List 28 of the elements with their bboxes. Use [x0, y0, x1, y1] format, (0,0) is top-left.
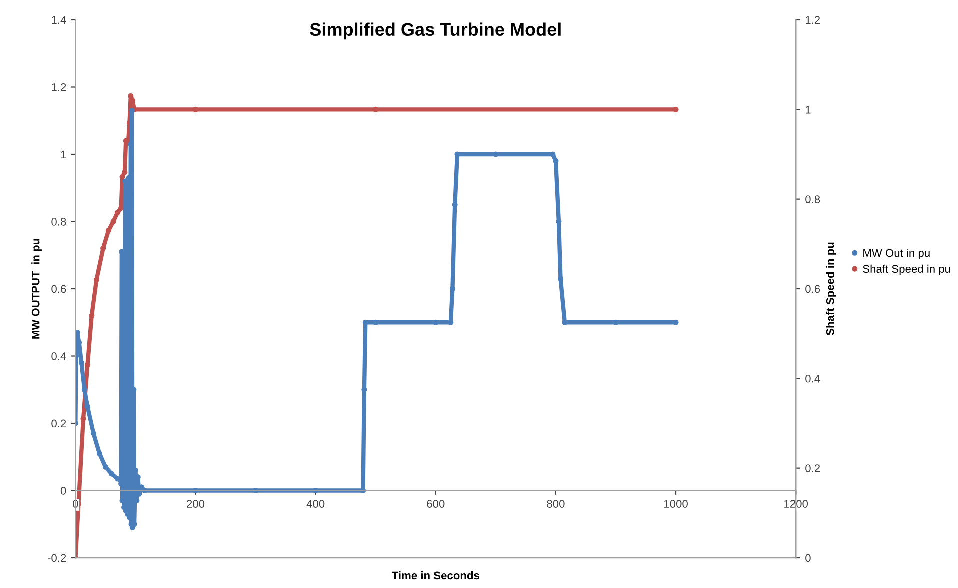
y2-axis-title: Shaft Speed in pu	[826, 242, 836, 336]
chart-title: Simplified Gas Turbine Model	[310, 22, 561, 40]
y2-tick-label: 0.6	[806, 285, 820, 294]
y-tick-label: 1.4	[52, 16, 66, 24]
x-tick-label: 400	[306, 500, 325, 508]
legend-label: MW Out in pu	[864, 248, 930, 260]
y2-tick-label: 0.8	[806, 196, 820, 204]
y-tick-label: 0.8	[52, 218, 66, 226]
y-tick-label: 1.2	[52, 84, 66, 92]
x-tick-label: 1000	[664, 500, 688, 508]
x-tick-label: 1200	[784, 500, 808, 508]
legend-label: Shaft Speed in pu	[863, 264, 950, 276]
x-tick-label: 800	[547, 500, 565, 508]
y2-tick-label: 1.2	[806, 16, 820, 24]
x-axis-title: Time in Seconds	[392, 571, 480, 580]
y2-tick-label: 1	[806, 106, 811, 114]
y-tick-label: 0	[60, 487, 66, 495]
y-tick-label: 1	[61, 150, 66, 159]
y2-tick-label: 0.4	[806, 374, 820, 383]
y-tick-label: 0.4	[52, 352, 66, 360]
y-tick-label: 0.6	[52, 285, 66, 294]
y-tick-label: 0.2	[52, 420, 66, 428]
y-tick-label: -0.2	[48, 554, 66, 562]
y2-tick-label: 0.2	[806, 464, 820, 472]
y2-tick-label: 0	[806, 554, 811, 562]
y-axis-title: MW OUTPUT in pu	[32, 239, 42, 339]
x-tick-label: 600	[427, 500, 445, 508]
x-tick-label: 200	[187, 500, 205, 508]
